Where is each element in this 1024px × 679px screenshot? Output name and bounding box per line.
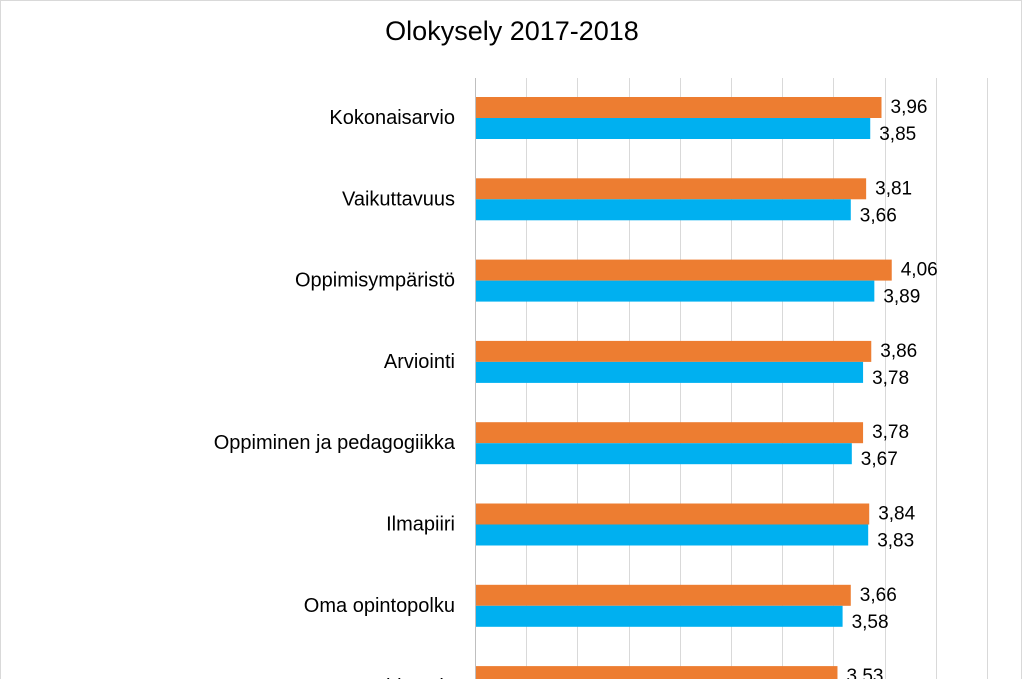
category-label: Oppiminen ja pedagogiikka (214, 432, 456, 454)
bar (476, 666, 838, 679)
data-label: 3,84 (878, 504, 915, 525)
bar (476, 361, 864, 383)
bar (476, 524, 869, 546)
data-label: 3,58 (852, 612, 889, 633)
data-label: 3,67 (861, 449, 898, 470)
bar (476, 584, 851, 606)
category-label: Kokonaisarvio (329, 107, 455, 129)
data-label: 3,78 (872, 422, 909, 443)
bar (476, 97, 882, 118)
data-label: 3,66 (860, 585, 897, 606)
category-label: Oma opintopolku (304, 595, 455, 617)
data-label: 3,89 (883, 287, 920, 308)
data-label: 3,96 (891, 97, 928, 118)
chart-title: Olokysely 2017-2018 (385, 16, 639, 46)
data-label: 3,85 (879, 124, 916, 145)
data-label: 3,66 (860, 205, 897, 226)
bar (476, 118, 871, 139)
bar (476, 178, 867, 200)
data-label: 3,83 (877, 531, 914, 552)
bar (476, 259, 892, 281)
data-label: 3,78 (872, 368, 909, 389)
bar (476, 340, 872, 362)
category-label: Arviointi (384, 351, 455, 373)
bar (476, 503, 870, 525)
data-label: 3,86 (880, 341, 917, 362)
category-label: Ohjaus ja (371, 676, 456, 679)
category-label: Ilmapiiri (386, 514, 455, 536)
bar (476, 443, 852, 465)
bar (476, 199, 851, 221)
category-label: Vaikuttavuus (342, 188, 455, 210)
data-label: 4,06 (901, 260, 938, 281)
data-label: 3,53 (846, 666, 883, 679)
data-label: 3,81 (875, 178, 912, 199)
bar (476, 605, 843, 627)
bar (476, 422, 864, 444)
bar (476, 280, 875, 302)
category-label: Oppimisympäristö (295, 270, 455, 292)
